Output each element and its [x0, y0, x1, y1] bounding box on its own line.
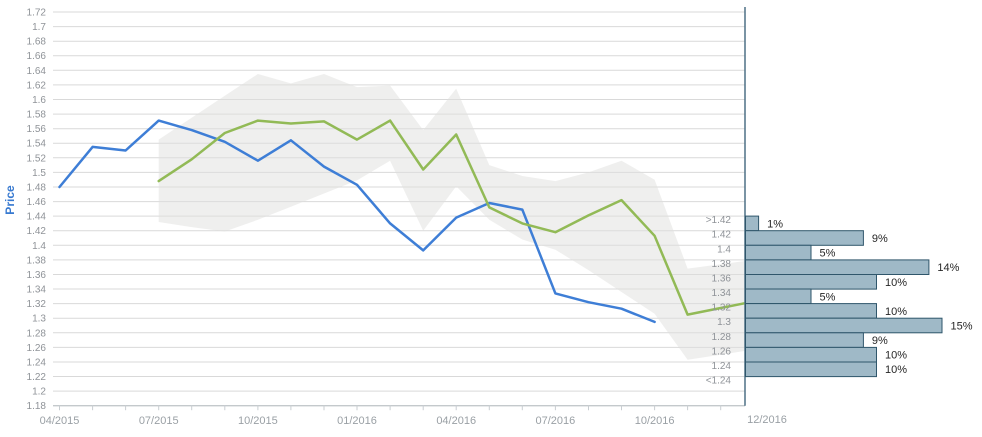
y-tick-label: 1.36 — [27, 270, 47, 281]
y-tick-label: 1.64 — [27, 66, 47, 77]
histogram-bin-label: 1.4 — [717, 244, 731, 255]
y-tick-label: 1.18 — [27, 401, 47, 412]
histogram-bin-label: 1.28 — [712, 332, 732, 343]
histogram-bar-value: 9% — [872, 335, 888, 347]
histogram-bar — [745, 361, 877, 378]
histogram-date-label: 12/2016 — [747, 414, 787, 426]
y-tick-label: 1.28 — [27, 328, 47, 339]
histogram-bar — [745, 230, 864, 246]
histogram-bar-value: 14% — [937, 262, 959, 274]
histogram-bin-label: >1.42 — [706, 215, 732, 226]
y-tick-label: 1.38 — [27, 255, 47, 266]
y-tick-label: 1.4 — [32, 241, 46, 252]
y-tick-label: 1.2 — [32, 387, 46, 398]
confidence-band-area — [158, 74, 745, 360]
y-tick-label: 1.26 — [27, 343, 47, 354]
x-tick-label: 04/2015 — [40, 415, 80, 427]
y-tick-label: 1.48 — [27, 183, 47, 194]
y-tick-label: 1.46 — [27, 197, 47, 208]
histogram-bar — [745, 274, 877, 290]
histogram-value-labels: 1% 9% 5% 14% 10% 5% 10% 15% 9% 10% 10% — [767, 218, 973, 376]
histogram-bar — [745, 346, 877, 363]
y-tick-label: 1.34 — [27, 285, 47, 296]
histogram-bin-label: 1.32 — [712, 303, 732, 314]
x-axis-ticks — [59, 405, 722, 411]
histogram-bar-value: 9% — [872, 233, 888, 245]
histogram-bin-label: 1.24 — [712, 361, 732, 372]
x-tick-label: 04/2016 — [436, 415, 476, 427]
y-tick-label: 1.58 — [27, 110, 47, 121]
y-tick-label: 1.66 — [27, 51, 47, 62]
histogram-bar — [745, 244, 812, 261]
histogram-bin-label: 1.38 — [712, 259, 732, 270]
y-tick-label: 1.54 — [27, 139, 47, 150]
y-tick-label: 1.6 — [32, 95, 46, 106]
x-tick-label: 10/2016 — [635, 415, 675, 427]
histogram-bar-value: 10% — [885, 364, 907, 376]
histogram-bin-label: 1.34 — [712, 288, 732, 299]
x-tick-label: 07/2016 — [536, 415, 576, 427]
histogram-bin-label: 1.36 — [712, 274, 732, 285]
x-tick-label: 01/2016 — [337, 415, 377, 427]
y-axis-title: Price — [3, 185, 17, 215]
y-axis-labels: 1.72 1.7 1.68 1.66 1.64 1.62 1.6 1.58 1.56 1.54 1.… — [27, 8, 47, 413]
y-tick-label: 1.44 — [27, 212, 47, 223]
y-tick-label: 1.56 — [27, 124, 47, 135]
price-history-line — [58, 119, 656, 324]
histogram-bin-label: <1.24 — [706, 376, 732, 387]
histogram-bar — [745, 332, 864, 348]
histogram-bin-label: 1.26 — [712, 346, 732, 357]
histogram-bar-value: 10% — [885, 277, 907, 289]
x-tick-label: 07/2015 — [139, 415, 179, 427]
x-tick-label: 10/2015 — [238, 415, 278, 427]
histogram-bar — [745, 215, 760, 232]
y-tick-label: 1.3 — [32, 314, 46, 325]
y-tick-label: 1.72 — [27, 8, 47, 19]
y-tick-label: 1.22 — [27, 372, 47, 383]
y-tick-label: 1.32 — [27, 299, 47, 310]
y-tick-label: 1.42 — [27, 226, 47, 237]
y-tick-label: 1.52 — [27, 153, 47, 164]
y-tick-label: 1.24 — [27, 358, 47, 369]
histogram-bar — [745, 259, 930, 275]
histogram-bin-label: 1.3 — [717, 317, 731, 328]
y-tick-label: 1.68 — [27, 37, 47, 48]
histogram-bar-value: 5% — [820, 248, 836, 260]
histogram-bin-labels: >1.42 1.42 1.4 1.38 1.36 1.34 1.32 1.3 1.28 1.26 1… — [706, 215, 732, 386]
histogram-bar-value: 1% — [767, 218, 783, 230]
histogram-bar — [745, 303, 877, 319]
histogram-bar — [745, 317, 943, 334]
histogram — [745, 215, 943, 378]
histogram-bar-value: 10% — [885, 350, 907, 362]
histogram-bin-label: 1.42 — [712, 230, 732, 241]
y-tick-label: 1.62 — [27, 80, 47, 91]
histogram-bar-value: 15% — [951, 321, 973, 333]
histogram-bar-value: 10% — [885, 306, 907, 318]
histogram-bar-value: 5% — [820, 291, 836, 303]
forecast-line — [157, 119, 747, 316]
x-axis-labels: 04/2015 07/2015 10/2015 01/2016 04/2016 07/20… — [40, 415, 675, 427]
histogram-bar — [745, 288, 812, 305]
y-tick-label: 1.5 — [32, 168, 46, 179]
y-tick-label: 1.7 — [32, 22, 46, 33]
